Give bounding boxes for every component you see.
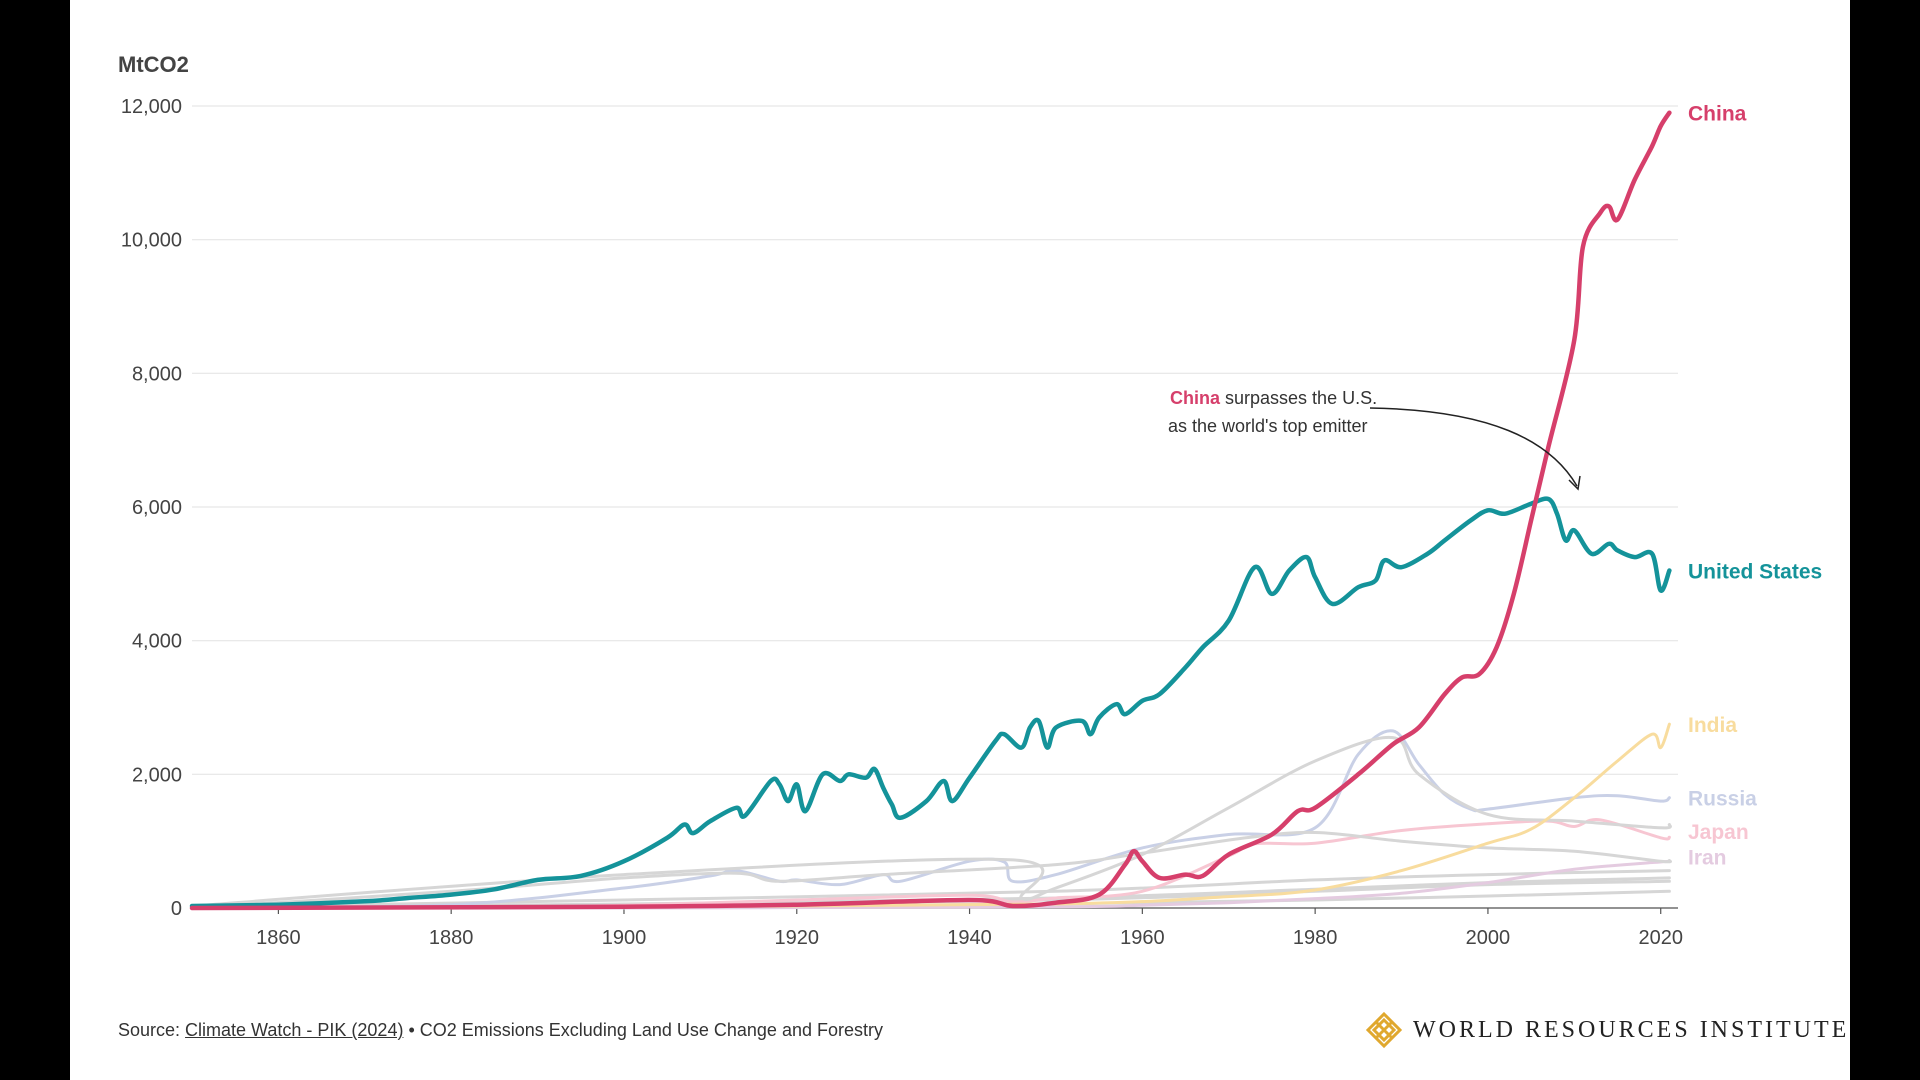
- annotation: China surpasses the U.S. as the world's …: [1168, 388, 1581, 491]
- y-axis-title: MtCO2: [118, 52, 189, 77]
- y-tick-label: 8,000: [132, 363, 182, 385]
- axis-layer: 0 2,000 4,000 6,000 8,000 10,000 12,000 1860 188…: [121, 96, 1683, 949]
- grid-layer: [192, 105, 1678, 909]
- series-line-united-states: [189, 496, 1672, 909]
- series-line-other: [190, 735, 1672, 908]
- annotation-arrow-head: [1568, 475, 1581, 491]
- x-tick-label: 1920: [775, 927, 820, 949]
- chart-card: 0 2,000 4,000 6,000 8,000 10,000 12,000 1860 188…: [70, 0, 1850, 1080]
- wri-knot-icon: [1365, 1011, 1403, 1049]
- series-label-india: India: [1688, 714, 1737, 737]
- y-tick-label: 2,000: [132, 764, 182, 786]
- x-tick-label: 1960: [1120, 927, 1165, 949]
- series-line-other: [190, 830, 1672, 910]
- annotation-line-2: as the world's top emitter: [1168, 416, 1368, 436]
- source-prefix: Source:: [118, 1020, 186, 1040]
- wri-logo: WORLD RESOURCES INSTITUTE: [1365, 1008, 1849, 1052]
- source-note: Source: Climate Watch - PIK (2024) • CO2…: [118, 1020, 883, 1041]
- y-tick-label: 0: [171, 898, 182, 920]
- series-label-iran: Iran: [1688, 847, 1727, 870]
- series-label-russia: Russia: [1688, 788, 1757, 811]
- x-tick-label: 1880: [429, 927, 474, 949]
- logo-text: WORLD RESOURCES INSTITUTE: [1413, 1016, 1850, 1043]
- series-label-united-states: United States: [1688, 560, 1822, 583]
- series-label-layer: China United States India Russia Japan Iran: [1688, 103, 1822, 870]
- annotation-arrow-line: [1369, 407, 1578, 487]
- x-tick-label: 2000: [1466, 927, 1511, 949]
- annotation-line-1-rest: surpasses the U.S.: [1220, 388, 1377, 408]
- y-tick-label: 10,000: [121, 230, 182, 252]
- y-tick-label: 4,000: [132, 631, 182, 653]
- x-tick-label: 2020: [1638, 927, 1683, 949]
- x-tick-label: 1940: [947, 927, 992, 949]
- series-line-china: [189, 110, 1672, 911]
- x-tick-label: 1900: [602, 927, 647, 949]
- x-tick-label: 1860: [256, 927, 301, 949]
- line-chart: 0 2,000 4,000 6,000 8,000 10,000 12,000 1860 188…: [118, 52, 1822, 949]
- x-tick-label: 1980: [1293, 927, 1338, 949]
- y-tick-label: 12,000: [121, 96, 182, 118]
- source-link[interactable]: Climate Watch - PIK (2024): [185, 1020, 404, 1040]
- annotation-strong: China: [1170, 388, 1221, 408]
- series-layer: [189, 110, 1672, 911]
- series-label-china: China: [1688, 103, 1747, 126]
- series-line-russia: [190, 729, 1671, 910]
- annotation-line-1: China surpasses the U.S.: [1170, 388, 1377, 408]
- y-tick-label: 6,000: [132, 497, 182, 519]
- series-label-japan: Japan: [1688, 821, 1749, 844]
- source-description: • CO2 Emissions Excluding Land Use Chang…: [403, 1020, 883, 1040]
- series-line-india: [190, 722, 1671, 910]
